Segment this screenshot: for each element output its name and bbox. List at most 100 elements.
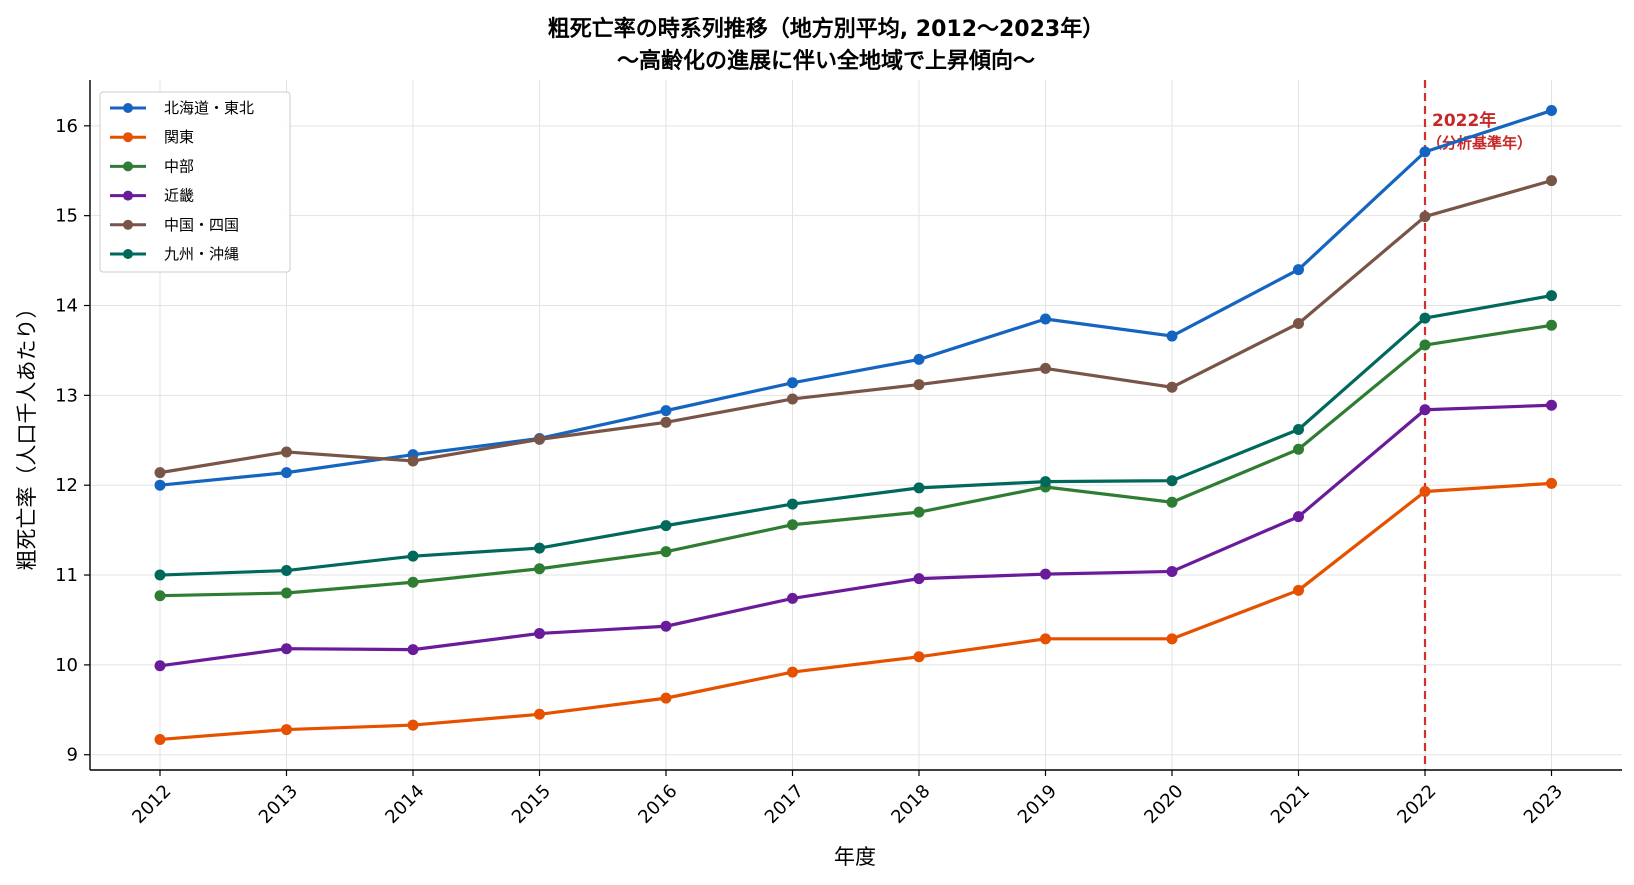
series-6	[154, 290, 1557, 581]
legend-label: 関東	[164, 128, 194, 146]
series-line	[159, 109, 1552, 487]
data-point	[281, 446, 292, 458]
series-line	[159, 179, 1552, 475]
data-point	[1293, 511, 1304, 523]
data-point	[660, 520, 672, 532]
series-line	[159, 403, 1552, 668]
data-point	[1040, 362, 1051, 374]
data-point	[281, 565, 292, 577]
data-point	[1546, 319, 1557, 331]
data-point	[1419, 211, 1431, 223]
x-tick-label: 2016	[634, 781, 681, 828]
data-point	[787, 592, 798, 604]
data-point	[1546, 105, 1557, 117]
series-5	[154, 175, 1557, 479]
data-point	[534, 563, 545, 575]
data-point	[1166, 565, 1178, 577]
x-tick-label: 2013	[255, 781, 302, 828]
data-point	[1293, 584, 1304, 596]
x-axis-ticks: 2012 2013 2014 2015 2016 2017 2018 2019 2020 2021…	[128, 770, 1567, 828]
data-point	[154, 569, 166, 581]
data-point	[1293, 317, 1304, 329]
data-point	[1166, 330, 1178, 342]
data-point	[1040, 633, 1051, 645]
y-tick-label: 9	[67, 745, 78, 766]
x-tick-label: 2021	[1267, 781, 1314, 828]
data-point	[1166, 496, 1178, 508]
data-point	[660, 416, 672, 428]
data-point	[281, 467, 292, 479]
legend-swatch-marker	[123, 161, 133, 172]
data-point	[1419, 339, 1431, 351]
x-tick-label: 2015	[508, 781, 555, 828]
data-point	[1293, 443, 1304, 455]
data-point	[1419, 312, 1431, 324]
series-line	[159, 294, 1552, 577]
data-point	[534, 433, 545, 445]
data-point	[534, 627, 545, 639]
data-point	[1546, 175, 1557, 187]
data-point	[534, 708, 545, 720]
legend-item: 近畿	[110, 187, 194, 205]
legend-item: 北海道・東北	[110, 99, 254, 117]
data-point	[1546, 399, 1557, 411]
x-tick-label: 2017	[761, 781, 808, 828]
legend-swatch-marker	[123, 190, 133, 201]
data-point	[1166, 475, 1178, 487]
data-point	[660, 692, 672, 704]
y-tick-label: 14	[55, 296, 78, 317]
data-point	[1293, 264, 1304, 276]
y-axis-ticks: 9 10 11 12 13 14 15 16	[55, 116, 90, 766]
chart-title: 粗死亡率の時系列推移（地方別平均, 2012〜2023年）	[548, 16, 1104, 42]
annotation-text: 2022年	[1432, 110, 1496, 131]
chart-subtitle: 〜高齢化の進展に伴い全地域で上昇傾向〜	[617, 48, 1035, 74]
data-point	[660, 405, 672, 417]
legend-item: 中部	[110, 157, 194, 175]
annotation-subtext: （分析基準年）	[1427, 134, 1532, 152]
data-point	[154, 479, 166, 491]
legend-swatch-marker	[123, 103, 133, 113]
legend-box	[99, 91, 291, 273]
data-point	[281, 643, 292, 655]
data-point	[660, 546, 672, 558]
data-point	[281, 587, 292, 599]
data-point	[1166, 381, 1178, 393]
data-point	[913, 651, 925, 663]
series-4	[154, 399, 1557, 672]
x-axis-label: 年度	[834, 845, 876, 869]
x-tick-label: 2023	[1520, 781, 1567, 828]
x-tick-label: 2018	[887, 781, 934, 828]
data-point	[1166, 633, 1178, 645]
legend-swatch-marker	[123, 249, 133, 259]
data-point	[1293, 423, 1304, 435]
data-point	[1419, 146, 1431, 158]
data-point	[787, 377, 798, 389]
legend-label: 中部	[164, 157, 194, 175]
data-point	[787, 519, 798, 531]
x-tick-label: 2020	[1140, 781, 1187, 828]
data-point	[913, 506, 925, 518]
data-point	[407, 719, 419, 731]
data-point	[407, 644, 419, 656]
data-point	[154, 660, 166, 672]
data-point	[913, 379, 925, 391]
data-point	[1419, 485, 1431, 497]
series-2	[154, 477, 1557, 745]
reference-line-group: 2022年 （分析基準年）	[1423, 80, 1532, 770]
data-point	[1040, 568, 1051, 580]
data-point	[913, 573, 925, 585]
series-line	[159, 481, 1552, 742]
series-1	[154, 105, 1557, 491]
y-tick-label: 10	[55, 655, 78, 676]
axes	[89, 80, 1622, 771]
data-point	[534, 542, 545, 554]
x-tick-label: 2014	[381, 781, 428, 828]
series-line	[159, 323, 1552, 598]
x-tick-label: 2022	[1393, 781, 1440, 828]
series-3	[154, 319, 1557, 602]
data-point	[154, 590, 166, 602]
data-point	[154, 467, 166, 479]
data-point	[154, 733, 166, 745]
